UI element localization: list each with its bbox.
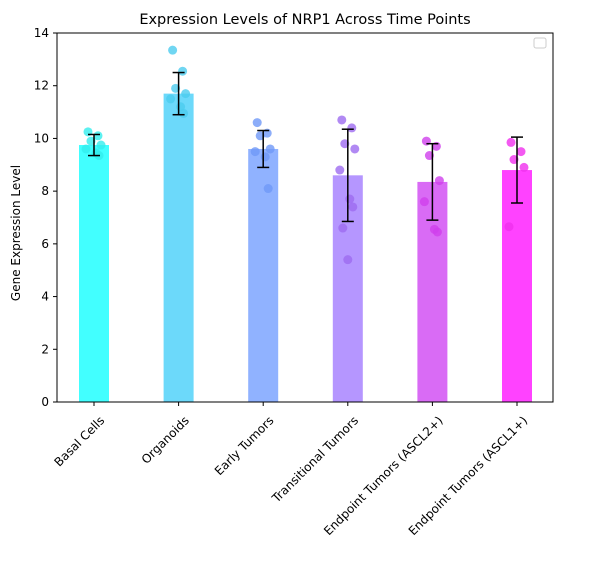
data-point bbox=[93, 131, 103, 141]
data-point bbox=[166, 94, 176, 104]
data-point bbox=[434, 176, 444, 186]
data-point bbox=[345, 194, 355, 204]
data-point bbox=[168, 45, 178, 55]
error-bar bbox=[341, 128, 354, 223]
data-point bbox=[178, 66, 188, 76]
data-point bbox=[347, 123, 357, 133]
bar bbox=[79, 145, 109, 402]
data-point bbox=[516, 147, 526, 157]
error-bar bbox=[426, 142, 439, 221]
y-tick-label: 14 bbox=[34, 26, 49, 40]
bars-group bbox=[79, 93, 532, 402]
y-axis-label: Gene Expression Level bbox=[9, 165, 23, 301]
data-point bbox=[263, 184, 273, 194]
data-point bbox=[343, 255, 353, 265]
error-bar bbox=[257, 129, 270, 169]
x-tick-label: Early Tumors bbox=[212, 413, 277, 478]
x-tick-label: Basal Cells bbox=[51, 413, 107, 469]
bar bbox=[163, 93, 194, 402]
y-tick-label: 4 bbox=[41, 290, 49, 304]
data-point bbox=[260, 152, 270, 162]
data-point bbox=[348, 202, 358, 212]
plot-frame bbox=[56, 32, 554, 403]
x-tick-label: Organoids bbox=[139, 413, 192, 466]
error-bar bbox=[172, 71, 185, 116]
errorbars-group bbox=[88, 71, 523, 223]
data-point bbox=[350, 144, 360, 154]
data-point bbox=[181, 89, 191, 99]
data-point bbox=[506, 137, 516, 147]
data-point bbox=[432, 227, 442, 237]
bar bbox=[502, 170, 532, 402]
y-axis: 0 2 4 6 8 10 12 14 bbox=[34, 26, 57, 409]
data-point bbox=[81, 144, 91, 154]
data-point bbox=[179, 108, 189, 118]
data-point bbox=[252, 118, 262, 128]
data-point bbox=[265, 144, 275, 154]
legend-box bbox=[533, 37, 547, 49]
error-bar bbox=[511, 136, 523, 204]
y-tick-label: 10 bbox=[34, 131, 49, 145]
y-tick-label: 6 bbox=[41, 237, 49, 251]
y-tick-label: 12 bbox=[34, 79, 49, 93]
y-tick-label: 8 bbox=[41, 184, 49, 198]
data-point bbox=[250, 147, 260, 157]
y-tick-label: 0 bbox=[41, 395, 49, 409]
data-point bbox=[519, 162, 529, 172]
error-bar bbox=[88, 133, 100, 157]
data-point bbox=[504, 222, 514, 232]
x-axis: Basal Cells Organoids Early TumorsTransiti… bbox=[51, 402, 530, 538]
data-point bbox=[96, 140, 106, 150]
data-point bbox=[419, 197, 429, 207]
x-tick-label: Transitional Tumors bbox=[269, 413, 362, 506]
data-point bbox=[337, 115, 347, 125]
chart-title: Expression Levels of NRP1 Across Time Po… bbox=[139, 12, 470, 28]
data-point bbox=[335, 165, 345, 175]
points-group bbox=[81, 45, 529, 265]
y-tick-label: 2 bbox=[41, 342, 49, 356]
data-point bbox=[338, 223, 348, 233]
bar bbox=[248, 148, 279, 402]
